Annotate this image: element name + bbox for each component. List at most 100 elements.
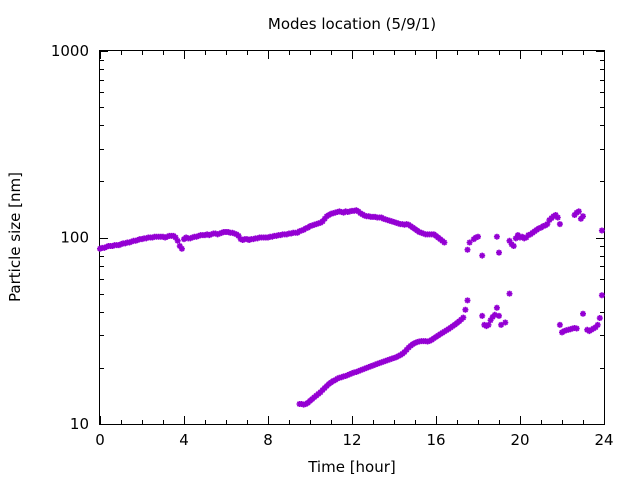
data-point	[487, 317, 494, 324]
data-point	[235, 232, 242, 239]
data-point	[521, 235, 528, 242]
data-point	[485, 321, 492, 328]
data-point	[498, 321, 505, 328]
data-point	[514, 232, 521, 239]
data-point	[493, 233, 500, 240]
data-point	[321, 215, 328, 222]
x-tick-label: 0	[95, 431, 105, 449]
plot-frame	[99, 50, 605, 425]
data-point	[594, 321, 601, 328]
data-point	[506, 237, 513, 244]
data-point	[401, 349, 408, 356]
data-point	[598, 292, 605, 299]
data-point	[101, 244, 108, 251]
x-tick-label: 20	[510, 431, 529, 449]
data-point	[577, 215, 584, 222]
data-point	[580, 310, 586, 317]
data-point	[254, 235, 261, 242]
data-point	[183, 234, 190, 241]
data-point	[118, 241, 124, 248]
data-point	[244, 236, 250, 243]
chart-title: Modes location (5/9/1)	[268, 15, 436, 33]
data-point	[349, 370, 355, 377]
x-tick-label: 12	[342, 431, 361, 449]
data-point	[592, 324, 599, 331]
data-point	[363, 364, 370, 371]
data-point	[355, 368, 362, 375]
data-point	[122, 240, 129, 247]
x-tick-label: 16	[426, 431, 445, 449]
data-point	[523, 234, 530, 241]
data-point	[357, 367, 364, 374]
data-point	[126, 239, 133, 246]
data-point	[134, 236, 141, 243]
data-point	[103, 243, 110, 250]
data-point	[346, 371, 353, 378]
y-tick-label: 10	[70, 415, 89, 433]
data-point	[598, 227, 605, 234]
data-point	[239, 236, 246, 243]
ticks-layer: 0 4 8 12 16 20 24 10 100 1000	[51, 42, 614, 449]
y-axis-label: Particle size [nm]	[6, 172, 24, 302]
data-point	[491, 311, 498, 318]
data-point	[573, 325, 580, 332]
data-point	[466, 239, 473, 246]
data-point	[237, 236, 244, 243]
data-point	[552, 212, 559, 219]
data-point	[441, 239, 448, 246]
x-tick-label: 8	[263, 431, 273, 449]
data-point	[342, 372, 349, 379]
data-point	[109, 243, 116, 250]
data-point	[496, 312, 502, 319]
data-point	[479, 252, 486, 259]
data-point	[160, 233, 166, 240]
data-point	[502, 319, 509, 326]
data-point	[472, 234, 479, 241]
data-point	[139, 236, 145, 243]
data-point	[115, 242, 122, 249]
data-point	[189, 234, 196, 241]
data-point	[178, 245, 185, 252]
data-point	[176, 243, 183, 250]
data-point	[403, 346, 410, 353]
data-point	[334, 375, 341, 382]
points-layer	[97, 207, 605, 408]
data-point	[359, 366, 366, 373]
data-point	[479, 312, 486, 319]
data-point	[344, 372, 351, 379]
data-point	[517, 234, 523, 241]
data-point	[556, 321, 563, 328]
data-point	[174, 237, 181, 244]
data-point	[246, 236, 253, 243]
data-point	[510, 243, 517, 250]
data-point	[353, 369, 360, 376]
data-point	[580, 213, 586, 220]
y-tick-label: 1000	[51, 42, 89, 60]
data-point	[506, 290, 513, 297]
data-point	[556, 221, 563, 228]
data-point	[460, 314, 467, 321]
data-point	[265, 234, 271, 241]
data-point	[187, 235, 194, 242]
data-point	[319, 218, 326, 225]
data-point	[462, 306, 469, 313]
data-point	[512, 235, 519, 242]
data-point	[596, 315, 603, 322]
x-axis-label: Time [hour]	[307, 458, 396, 476]
x-tick-label: 4	[179, 431, 189, 449]
data-point	[571, 212, 578, 219]
data-point	[162, 234, 169, 241]
data-point	[496, 249, 502, 256]
y-tick-label: 100	[60, 229, 89, 247]
data-point	[330, 378, 337, 385]
data-point	[143, 235, 150, 242]
data-point	[412, 339, 418, 346]
data-point	[554, 214, 561, 221]
data-point	[172, 234, 179, 241]
data-point	[361, 365, 368, 372]
data-point	[464, 297, 471, 304]
data-point	[544, 221, 551, 228]
data-point	[464, 246, 471, 253]
